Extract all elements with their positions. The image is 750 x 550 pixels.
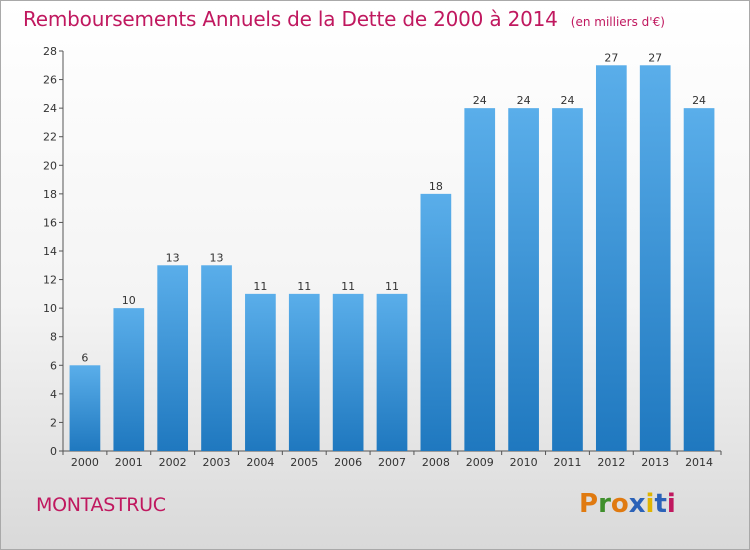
x-tick-label: 2009 [466,456,494,469]
bar [332,293,364,451]
bar-value-label: 10 [122,294,136,307]
y-tick-label: 16 [43,216,57,229]
bar-value-label: 27 [648,51,662,64]
bar [245,293,276,451]
data-labels: 6 10 13 13 11 11 11 11 18 24 24 24 27 27 24 [81,51,706,364]
x-tick-label: 2010 [510,456,538,469]
y-tick-label: 24 [43,102,57,115]
bar-value-label: 13 [166,251,180,264]
bar [69,365,101,451]
y-tick-label: 10 [43,302,57,315]
y-tick-label: 0 [50,445,57,458]
x-tick-label: 2003 [203,456,231,469]
logo-letter: t [654,489,667,519]
bar [552,108,583,452]
logo-letter: r [598,489,611,519]
bar-value-label: 24 [473,94,487,107]
logo-letter: i [645,489,655,519]
bars [69,65,715,452]
x-tick-label: 2004 [246,456,274,469]
logo-letter: x [628,489,646,519]
bar [376,293,408,451]
bar-value-label: 11 [385,280,399,293]
bar [157,265,189,451]
logo-letter: P [579,489,599,519]
bar [595,65,627,452]
y-tick-label: 18 [43,188,57,201]
bar-value-label: 18 [429,180,443,193]
bar [639,65,671,452]
y-tick-label: 6 [50,359,57,372]
y-tick-label: 8 [50,331,57,344]
x-tick-label: 2007 [378,456,406,469]
bar [201,265,232,451]
commune-name: MONTASTRUC [36,494,166,516]
x-axis: 2000 2001 2002 2003 2004 2005 2006 2007 2008 2009… [62,450,722,469]
y-tick-label: 20 [43,159,57,172]
bar-value-label: 27 [604,51,618,64]
x-tick-label: 2014 [685,456,713,469]
y-tick-label: 14 [43,245,57,258]
x-tick-label: 2002 [159,456,187,469]
chart-unit: (en milliers d'€) [570,15,665,29]
x-tick-label: 2000 [71,456,99,469]
bar-value-label: 24 [692,94,706,107]
proxiti-logo[interactable]: Proxiti [579,489,676,519]
chart-title: Remboursements Annuels de la Dette de 20… [23,7,558,31]
y-tick-label: 2 [50,416,57,429]
bar [683,108,715,452]
bar [288,293,320,451]
bar-value-label: 24 [560,94,574,107]
y-tick-label: 22 [43,131,57,144]
bar-value-label: 11 [297,280,311,293]
y-tick-label: 26 [43,74,57,87]
x-tick-label: 2011 [553,456,581,469]
logo-letter: o [610,489,629,519]
bar [464,108,496,452]
bar-value-label: 24 [517,94,531,107]
bar [420,193,452,451]
logo-letter: i [666,489,676,519]
x-tick-label: 2006 [334,456,362,469]
y-tick-label: 12 [43,274,57,287]
y-tick-label: 28 [43,45,57,58]
bar [113,308,145,451]
x-tick-label: 2001 [115,456,143,469]
title-line: Remboursements Annuels de la Dette de 20… [23,7,665,31]
y-tick-label: 4 [50,388,57,401]
x-tick-label: 2012 [597,456,625,469]
bar-value-label: 11 [253,280,267,293]
x-tick-label: 2013 [641,456,669,469]
x-tick-label: 2005 [290,456,318,469]
bar [508,108,539,452]
bar-value-label: 11 [341,280,355,293]
bar-value-label: 13 [210,251,224,264]
x-tick-label: 2008 [422,456,450,469]
bar-value-label: 6 [81,351,88,364]
